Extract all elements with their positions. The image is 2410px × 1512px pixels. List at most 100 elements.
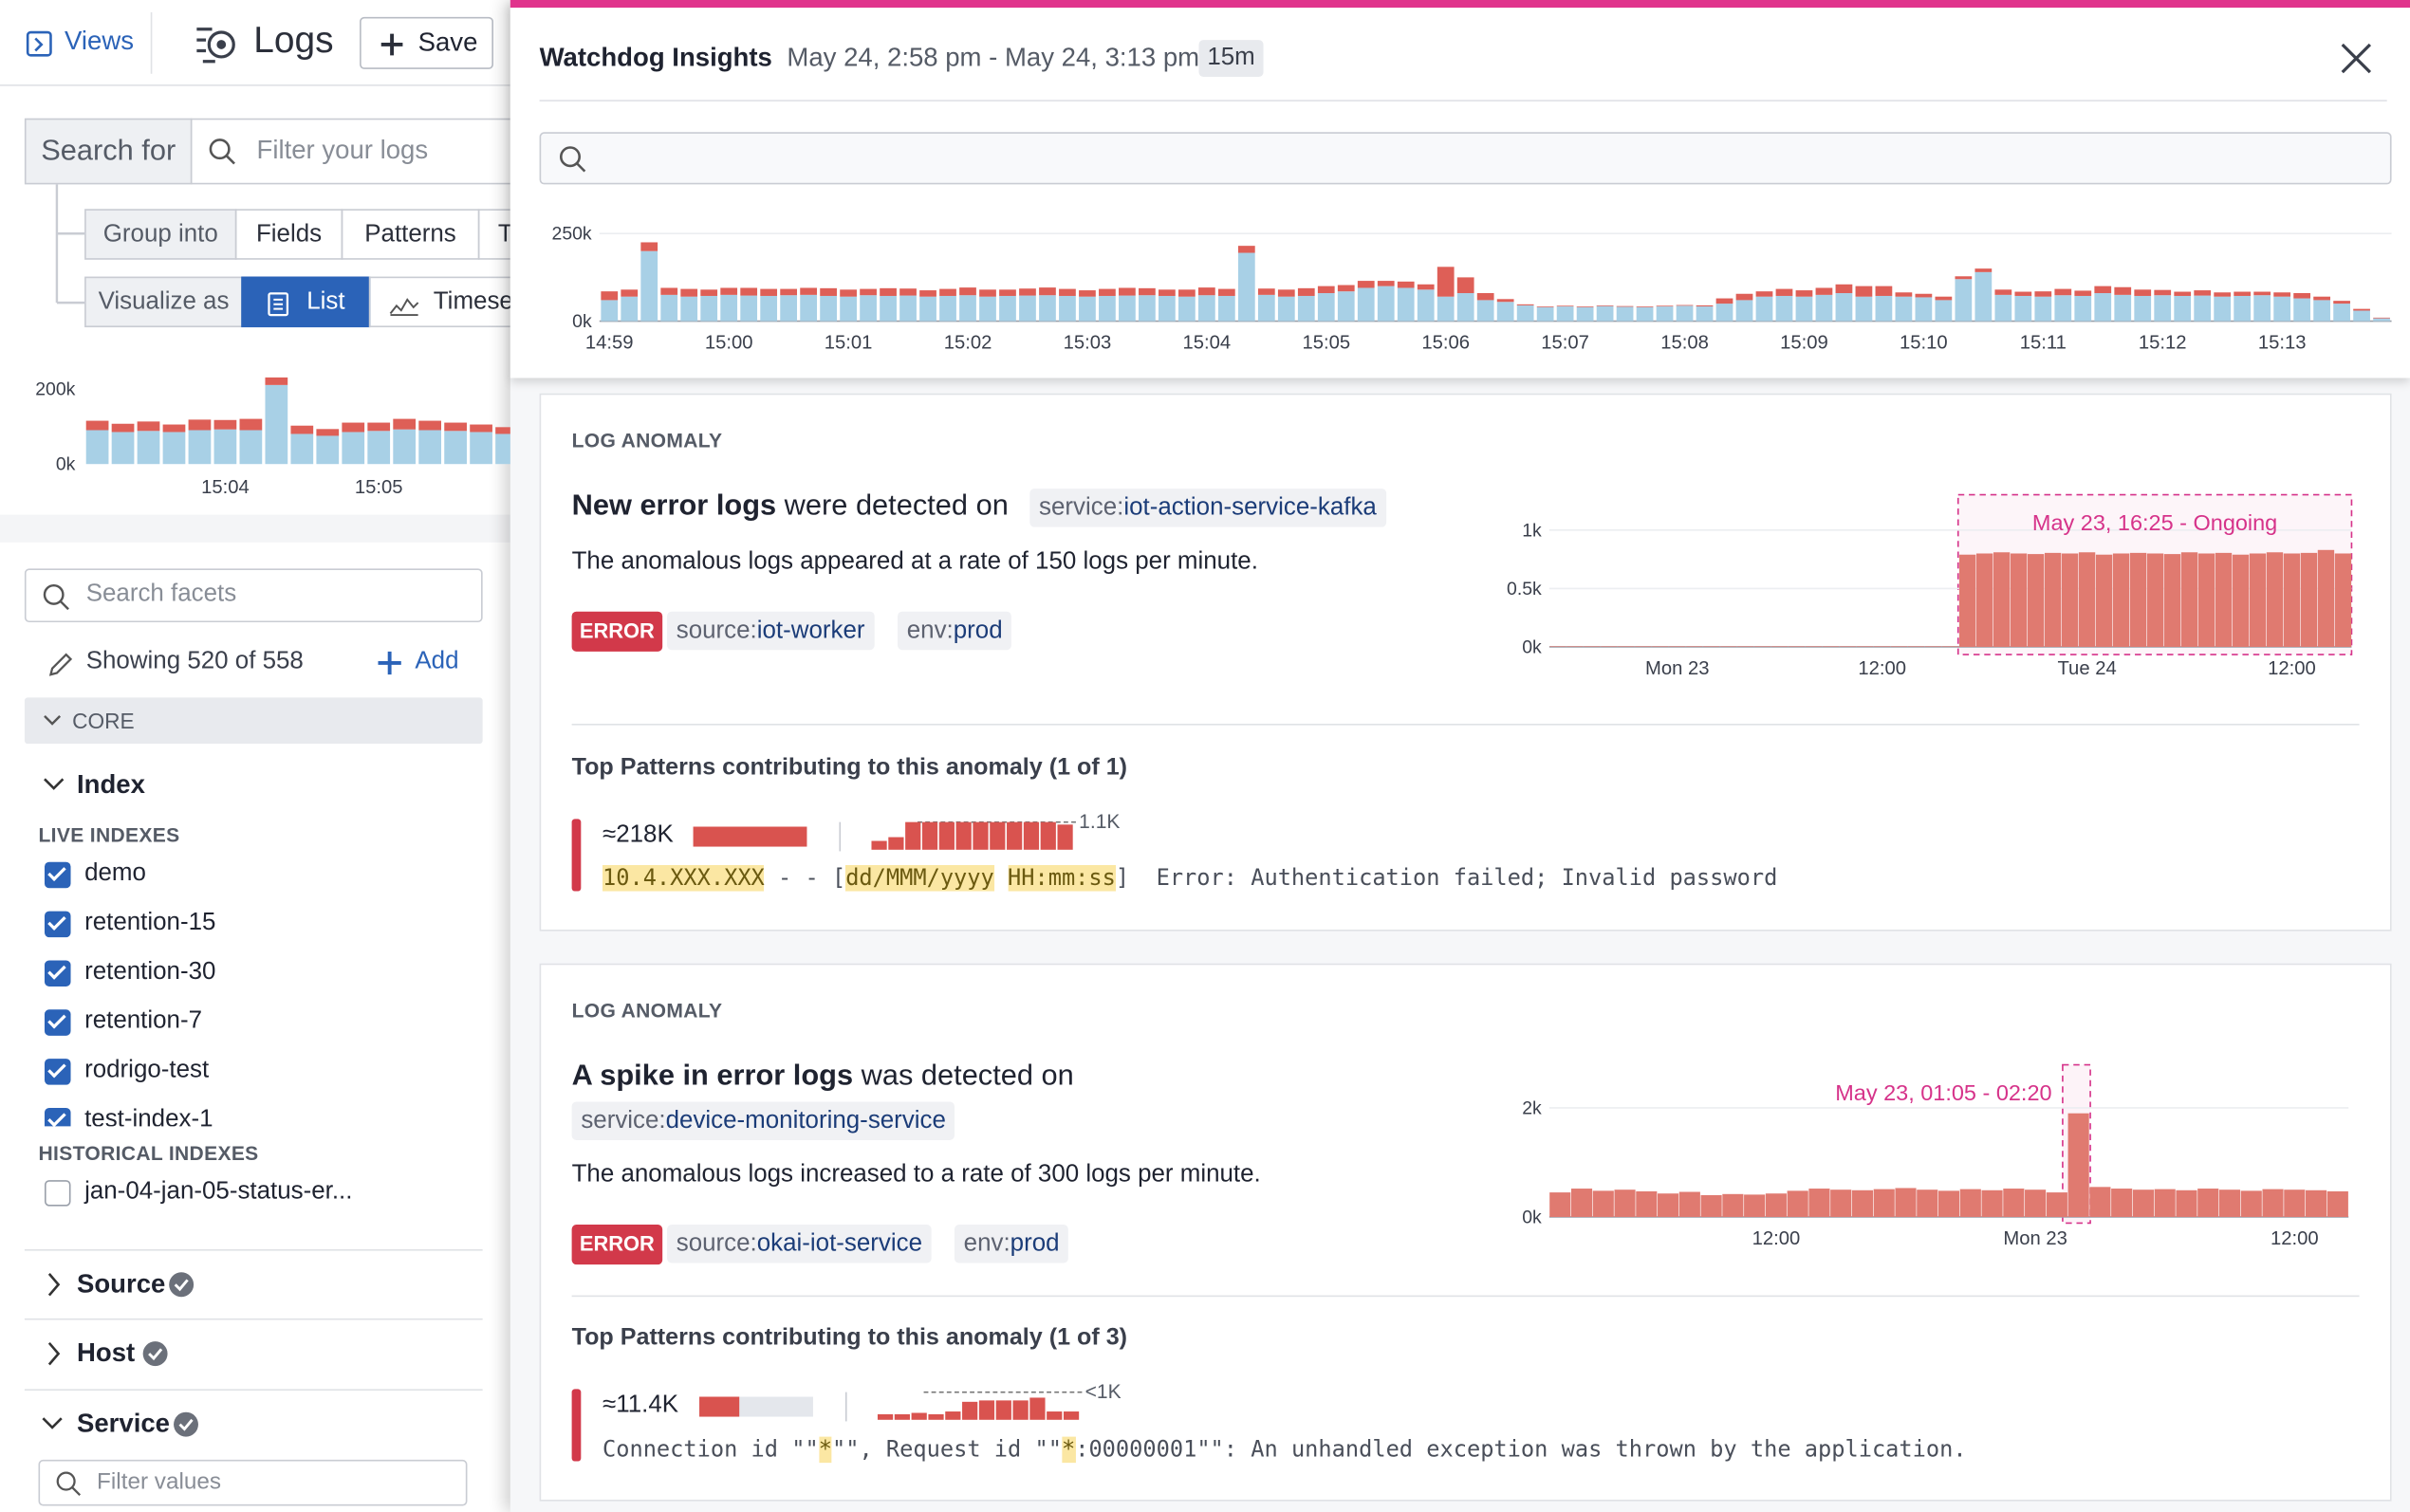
bar xyxy=(1536,306,1554,307)
checkbox[interactable] xyxy=(44,911,71,938)
spark-bar xyxy=(1029,1397,1046,1420)
bar xyxy=(1715,298,1733,304)
checkbox[interactable] xyxy=(44,1059,71,1085)
bar xyxy=(2114,286,2132,295)
views-link[interactable]: Views xyxy=(65,26,135,56)
bar xyxy=(1935,300,1953,322)
bar xyxy=(1516,304,1534,305)
bar xyxy=(2293,293,2310,299)
bar xyxy=(1019,288,1036,296)
bar xyxy=(2253,295,2271,322)
bar xyxy=(1907,646,1925,647)
checkbox[interactable] xyxy=(44,861,71,889)
bar xyxy=(1337,291,1355,322)
bar xyxy=(2197,1189,2219,1217)
bar xyxy=(213,429,237,465)
bar xyxy=(1635,646,1652,647)
bar xyxy=(1576,306,1594,307)
close-button[interactable] xyxy=(2339,42,2373,76)
x-tick-label: Mon 23 xyxy=(2003,1228,2067,1249)
divider xyxy=(150,11,153,74)
bar xyxy=(1895,292,1913,297)
bar xyxy=(2054,288,2072,296)
chevron xyxy=(47,1341,61,1366)
x-tick-label: 12:00 xyxy=(1752,1228,1801,1249)
spark-bar xyxy=(928,1413,944,1420)
tag-value: iot-action-service-kafka xyxy=(1123,493,1377,521)
bar xyxy=(680,288,698,297)
visualize-timeseries[interactable]: Timese xyxy=(368,276,538,328)
visualize-label: Visualize as xyxy=(84,276,243,328)
panel-search[interactable] xyxy=(539,132,2392,185)
bar xyxy=(2174,291,2192,296)
bar xyxy=(265,377,288,385)
bar xyxy=(1754,646,1771,647)
bar xyxy=(880,287,897,296)
bar xyxy=(1895,296,1913,322)
visualize-list[interactable]: List xyxy=(241,276,371,328)
checkbox[interactable] xyxy=(44,1107,71,1127)
index-name: test-index-1 xyxy=(84,1106,213,1127)
bar xyxy=(1584,646,1601,647)
facet-group[interactable]: Service xyxy=(76,1409,170,1439)
pattern-text: Connection id ""*"", Request id ""*:0000… xyxy=(602,1436,1967,1464)
facet-search[interactable]: Search facets xyxy=(24,568,483,623)
group-option[interactable]: Patterns xyxy=(341,209,480,260)
bar xyxy=(1237,246,1255,253)
core-label: CORE xyxy=(72,708,135,733)
bar xyxy=(1059,288,1076,296)
pattern-segment: ] Error: Authentication failed; Invalid … xyxy=(1115,865,1778,892)
checkbox[interactable] xyxy=(44,1009,71,1036)
checkbox[interactable] xyxy=(44,1180,71,1207)
bar xyxy=(1855,296,1873,322)
x-tick-label: 15:05 xyxy=(355,477,403,498)
bar xyxy=(2025,1189,2047,1217)
bar xyxy=(1915,297,1933,322)
filter-values[interactable]: Filter values xyxy=(38,1459,468,1506)
bar xyxy=(2327,1190,2348,1217)
spark-bar xyxy=(911,1412,927,1420)
bar xyxy=(1592,1190,1614,1217)
max-tick-label: 1.1K xyxy=(1079,811,1120,833)
bar xyxy=(1835,293,1853,322)
bar xyxy=(1656,305,1674,307)
bar xyxy=(1616,306,1634,322)
bar xyxy=(1437,296,1455,322)
core-header[interactable]: CORE xyxy=(24,697,483,745)
bar xyxy=(1437,267,1455,297)
bar xyxy=(1795,290,1813,297)
bar xyxy=(1217,288,1235,296)
checkbox[interactable] xyxy=(44,960,71,986)
x-tick-label: 15:02 xyxy=(944,333,992,354)
bar xyxy=(2176,1189,2197,1217)
bar xyxy=(1177,296,1196,322)
add-facet[interactable]: Add xyxy=(415,648,459,675)
anomaly-kind: LOG ANOMALY xyxy=(571,428,723,452)
save-button[interactable]: Save xyxy=(360,16,493,69)
bar xyxy=(2074,290,2092,296)
search-icon xyxy=(209,138,235,165)
bar xyxy=(2262,1189,2284,1217)
tag-key: env: xyxy=(906,617,954,643)
bar xyxy=(2215,552,2233,647)
time-range: May 24, 2:58 pm - May 24, 3:13 pm xyxy=(787,43,1200,73)
bar xyxy=(1496,299,1514,303)
bar xyxy=(601,291,619,301)
facet-group[interactable]: Source xyxy=(76,1269,166,1299)
bar xyxy=(1636,306,1654,307)
facet-group[interactable]: Host xyxy=(76,1337,136,1368)
bar xyxy=(2218,1189,2241,1217)
bar xyxy=(2194,290,2212,296)
anomaly-kind: LOG ANOMALY xyxy=(571,998,723,1023)
bar xyxy=(1720,646,1737,647)
bar xyxy=(1935,296,1953,301)
bar xyxy=(1556,305,1574,307)
x-tick-label: 15:07 xyxy=(1541,333,1589,354)
index-title[interactable]: Index xyxy=(76,769,145,800)
bar xyxy=(1039,287,1056,296)
x-tick-label: 15:01 xyxy=(825,333,873,354)
bar xyxy=(1139,295,1156,322)
bar xyxy=(418,430,442,465)
bar xyxy=(316,429,340,436)
